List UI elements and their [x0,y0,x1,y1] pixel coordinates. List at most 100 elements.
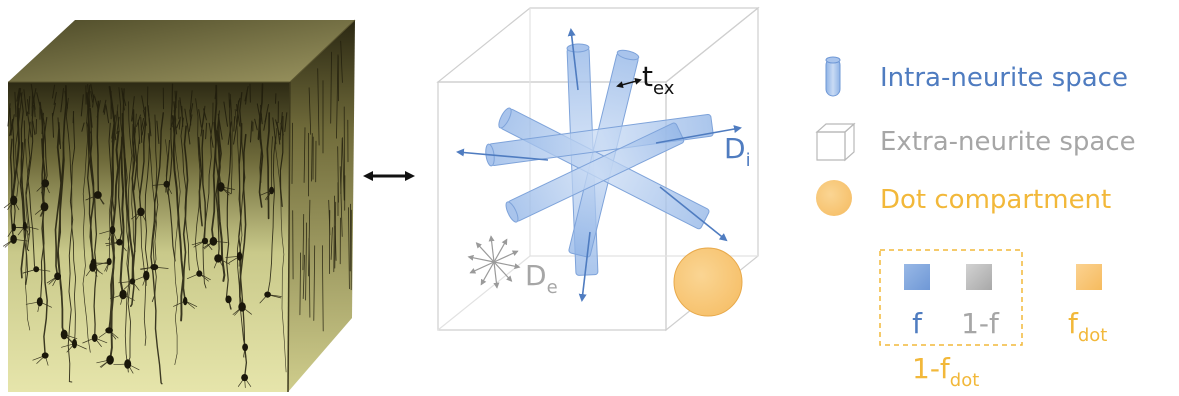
soma [109,225,116,235]
soma [236,251,243,261]
dendrite [275,128,287,373]
dense-fiber [111,114,116,143]
dendrite [56,128,66,336]
dense-fiber [236,104,241,127]
side-fiber [302,213,305,271]
neurite-cylinders [485,43,714,276]
dendrite [167,83,176,262]
dense-fiber [233,119,238,145]
side-fiber [317,68,320,146]
dense-fiber [80,94,84,117]
soma [269,186,275,195]
dense-fiber [141,120,146,136]
one-minus-f-square-icon [966,264,992,290]
dendrite [165,139,168,185]
extra-diffusion-arrows [467,235,521,289]
soma [54,272,61,281]
d-e-label: De [525,259,558,298]
dendrite [136,138,147,346]
dendrite [11,87,22,202]
t-ex-arrow [616,77,642,89]
soma [150,264,159,271]
dense-fiber [81,122,85,132]
dendrite [229,93,233,194]
dense-fiber [131,115,136,133]
soma [11,223,16,232]
dot-circle-icon [816,180,852,216]
dense-fiber [176,118,181,129]
dendrite [271,136,273,191]
extra-diffusion-ray [493,261,500,289]
dense-fiber [52,84,56,99]
dense-fiber [264,104,269,123]
soma [209,236,218,246]
side-fiber [340,40,343,83]
dendrite [108,122,115,231]
intra-label: Intra-neurite space [880,63,1128,93]
dendrite [216,130,226,282]
dense-fiber [92,94,95,108]
extra-diffusion-ray [469,261,495,274]
soma [10,195,18,206]
dense-fiber [223,101,228,127]
one-minus-f-label: 1-f [961,307,1000,340]
dot-sphere [673,247,743,317]
fractions: f 1-f fdot 1-fdot [879,249,1107,391]
dendrite [121,112,134,283]
extra-diffusion-ray [493,261,521,270]
dense-fiber [41,112,44,135]
dense-fiber [143,109,147,126]
side-fiber [313,245,316,321]
dense-fiber [32,120,36,136]
side-fiber [311,133,313,182]
soma [196,270,203,277]
soma [105,327,113,334]
side-fiber [334,225,337,261]
dense-fiber [102,99,107,113]
dense-fiber [140,117,143,143]
dendrite [201,129,207,242]
extra-label: Extra-neurite space [880,127,1136,157]
dense-fiber [116,116,120,134]
diffusion-arrow [659,186,728,242]
dense-fiber [203,108,207,121]
dendrite [27,121,37,270]
dense-fiber [51,112,54,138]
dense-fiber [256,103,261,118]
side-fiber [303,127,306,183]
dense-fiber [23,89,28,117]
extra-diffusion-ray [488,235,495,263]
dashed-box [879,249,1023,346]
dendrite [217,116,222,188]
side-fiber [341,137,345,201]
legend-dot: Dot compartment [816,180,1111,216]
soma [217,182,225,192]
extra-diffusion-ray [475,242,495,263]
dense-fiber [136,114,141,127]
soma [264,291,271,298]
extra-diffusion-ray [493,250,519,263]
dense-fiber [227,121,232,145]
soma [41,352,49,359]
legend-extra: Extra-neurite space [815,122,1136,162]
dense-fiber [258,113,262,141]
dendrite [117,88,125,243]
f-square-icon [904,264,930,290]
dense-fiber [275,119,280,136]
intra-diffusion-arrows [456,28,742,302]
dendrite [239,133,247,308]
dendrite [258,131,263,183]
side-fiber [305,222,308,301]
side-fiber [321,245,324,332]
dense-fiber [184,108,188,125]
dense-fiber [188,114,193,132]
dendrite [20,142,27,279]
dense-fiber [208,122,214,148]
dendrite [150,112,164,385]
dense-fiber [244,86,249,102]
neurite-cylinder [505,122,685,223]
dendrite [15,91,23,197]
extra-diffusion-ray [480,261,495,286]
soma [129,278,136,285]
